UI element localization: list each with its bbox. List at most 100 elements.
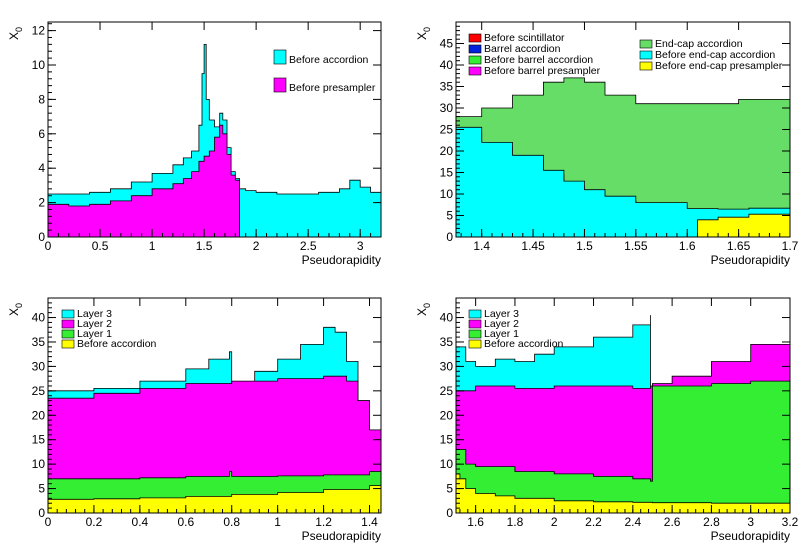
- x-tick-label: 0: [45, 239, 52, 253]
- legend-swatch: [61, 309, 75, 319]
- y-tick-label: 0: [446, 230, 453, 244]
- y-axis-title: X0: [415, 27, 432, 40]
- legend-label: Before end-cap presampler: [655, 60, 783, 72]
- legend-swatch: [468, 329, 482, 339]
- x-axis-title: Pseudorapidity: [711, 253, 790, 267]
- y-tick-label: 45: [440, 37, 454, 51]
- x-tick-label: 1.7: [782, 239, 799, 253]
- legend-swatch: [639, 39, 653, 49]
- legend-swatch: [468, 66, 482, 76]
- y-axis-title: X0: [7, 303, 24, 316]
- legend-label: Layer 2: [484, 318, 519, 330]
- y-tick-label: 10: [440, 187, 454, 201]
- legend-swatch: [61, 319, 75, 329]
- y-tick-label: 30: [440, 101, 454, 115]
- y-tick-label: 15: [32, 433, 46, 447]
- legend-swatch: [468, 44, 482, 54]
- legend-swatch: [468, 55, 482, 65]
- plot-area: [456, 77, 790, 237]
- y-tick-label: 35: [440, 80, 454, 94]
- legend-swatch: [468, 339, 482, 349]
- x-tick-label: 1.8: [507, 515, 524, 529]
- y-tick-label: 40: [440, 311, 454, 325]
- panel-bottom-left: 0 0.2 0.4 0.6 0.8 1 1.2 1.4 0 5 10 15 20 25 30 35 40 Pseu…: [7, 297, 382, 543]
- legend-label: Before accordion: [77, 338, 157, 350]
- y-tick-label: 0: [446, 506, 453, 520]
- y-tick-label: 6: [38, 127, 45, 141]
- x-tick-label: 3: [747, 515, 754, 529]
- x-axis-title: Pseudorapidity: [302, 529, 381, 543]
- legend-label: Before end-cap accordion: [655, 49, 775, 61]
- legend-label: Layer 3: [77, 308, 112, 320]
- legend-label: Before barrel accordion: [484, 54, 593, 66]
- y-tick-label: 25: [440, 123, 454, 137]
- y-tick-label: 20: [440, 144, 454, 158]
- legend-label: Layer 1: [484, 328, 519, 340]
- x-tick-label: 0.2: [86, 515, 103, 529]
- legend-swatch: [273, 49, 287, 65]
- legend-label: Before accordion: [484, 338, 564, 350]
- legend: Before accordion Before presampler: [272, 46, 376, 96]
- y-tick-label: 5: [446, 482, 453, 496]
- legend-swatch: [61, 329, 75, 339]
- series-area-before-presampler: [48, 124, 240, 237]
- panel-bottom-right: 1.6 1.8 2 2.2 2.4 2.6 2.8 3 3.2 0 5 10 15 20 25 30 35 40 P…: [415, 297, 799, 543]
- legend-label: Layer 3: [484, 308, 519, 320]
- plot-area: [48, 326, 381, 513]
- y-tick-label: 40: [440, 58, 454, 72]
- y-tick-label: 8: [38, 92, 45, 106]
- legend-swatch: [468, 309, 482, 319]
- x-tick-label: 2.8: [703, 515, 720, 529]
- series-area-before-end-cap-presampler: [697, 211, 790, 237]
- x-tick-label: 2.2: [585, 515, 602, 529]
- y-tick-label: 20: [32, 408, 46, 422]
- x-tick-label: 1.45: [521, 239, 545, 253]
- y-tick-label: 10: [440, 457, 454, 471]
- legend-swatch: [468, 33, 482, 43]
- y-tick-label: 15: [440, 433, 454, 447]
- x-tick-label: 1: [274, 515, 281, 529]
- panel-top-right: 1.4 1.45 1.5 1.55 1.6 1.65 1.7 0 5 10 15 20 25 30 35 40…: [415, 21, 799, 267]
- y-tick-label: 0: [38, 230, 45, 244]
- y-tick-label: 25: [440, 384, 454, 398]
- y-tick-label: 5: [38, 482, 45, 496]
- x-tick-label: 1: [149, 239, 156, 253]
- x-tick-label: 1.55: [624, 239, 648, 253]
- legend-swatch: [468, 319, 482, 329]
- y-tick-label: 35: [440, 335, 454, 349]
- y-tick-label: 2: [38, 196, 45, 210]
- x-tick-label: 1.65: [727, 239, 751, 253]
- y-tick-label: 12: [32, 24, 46, 38]
- x-axis-title: Pseudorapidity: [711, 529, 790, 543]
- x-tick-label: 1.4: [473, 239, 490, 253]
- series-area-layer-1: [456, 380, 790, 513]
- x-tick-label: 1.6: [467, 515, 484, 529]
- x-axis-title: Pseudorapidity: [302, 253, 381, 267]
- x-tick-label: 2: [253, 239, 260, 253]
- y-tick-label: 30: [440, 359, 454, 373]
- x-tick-label: 2.4: [624, 515, 641, 529]
- y-tick-label: 25: [32, 384, 46, 398]
- x-tick-label: 0: [45, 515, 52, 529]
- x-tick-label: 1.2: [315, 515, 332, 529]
- legend-swatch: [639, 50, 653, 60]
- x-tick-label: 2.6: [664, 515, 681, 529]
- legend-label: Before presampler: [289, 82, 376, 94]
- plot-area: [456, 315, 790, 513]
- legend-label: Layer 1: [77, 328, 112, 340]
- y-tick-label: 40: [32, 311, 46, 325]
- series-area-before-accordion: [48, 483, 381, 513]
- x-tick-label: 2: [551, 515, 558, 529]
- legend-label: Before barrel presampler: [484, 65, 601, 77]
- y-axis-title: X0: [7, 27, 24, 40]
- y-axis-title: X0: [415, 303, 432, 316]
- series-area-before-end-cap-accordion: [456, 126, 790, 237]
- x-tick-label: 0.8: [223, 515, 240, 529]
- legend-swatch: [61, 339, 75, 349]
- x-tick-label: 2.5: [300, 239, 317, 253]
- x-tick-label: 0.5: [92, 239, 109, 253]
